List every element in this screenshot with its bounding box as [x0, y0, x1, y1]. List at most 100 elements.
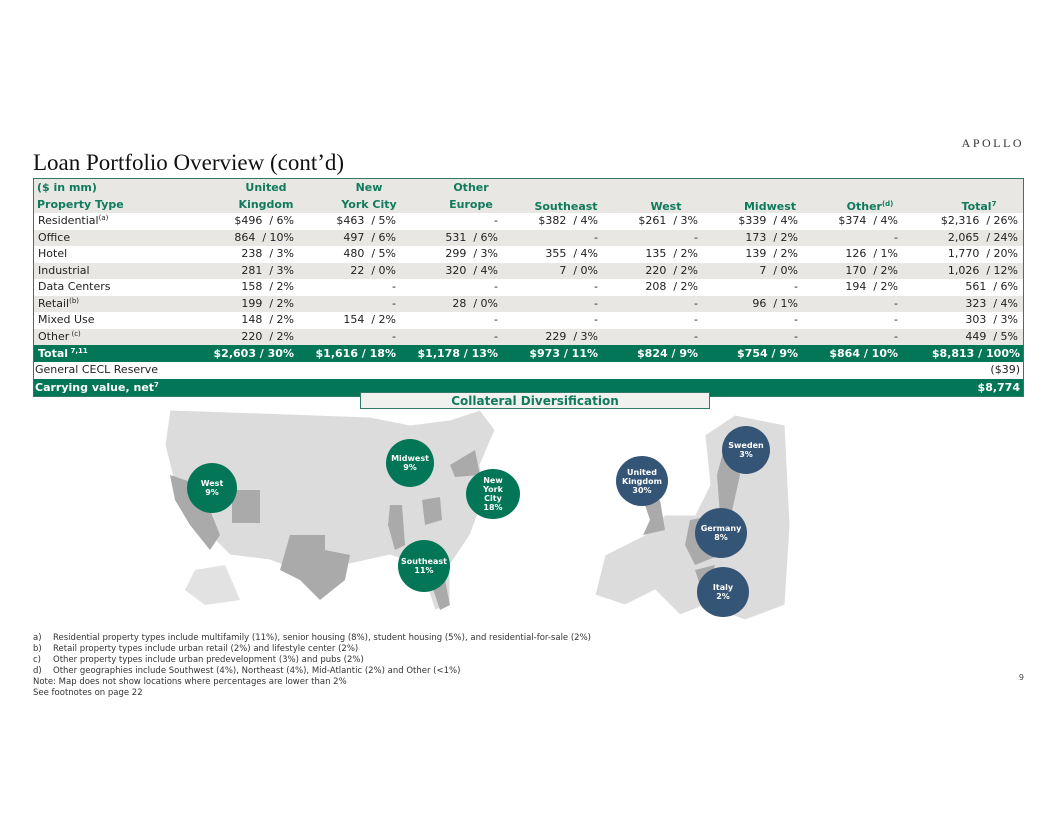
- footnote: a) Residential property types include mul…: [33, 633, 591, 643]
- cell-value: 139 / 2%: [745, 247, 798, 260]
- uk: [643, 500, 665, 535]
- bubble-germany: Germany 8%: [695, 508, 747, 558]
- cell-value: -: [694, 296, 698, 310]
- bubble-united-kingdom: United Kingdom 30%: [616, 456, 668, 506]
- see-footnotes: See footnotes on page 22: [33, 688, 143, 698]
- cell-value: 561 / 6%: [965, 280, 1018, 293]
- cell-value: -: [794, 313, 798, 326]
- footnote: c) Other property types include urban pre…: [33, 655, 364, 665]
- cell-value: $382 / 4%: [538, 214, 598, 227]
- table-row: Retail(b) 199 / 2% - 28 / 0% - - 96 / 1% - 323 /…: [34, 295, 1023, 312]
- cell-value: -: [794, 329, 798, 343]
- texas: [280, 535, 350, 600]
- cell-value: 96 / 1%: [752, 296, 798, 310]
- cell-value: 170 / 2%: [845, 263, 898, 277]
- bubble-midwest: Midwest 9%: [386, 439, 434, 487]
- total-value: $754 / 9%: [737, 347, 798, 360]
- row-label: Industrial: [38, 263, 90, 277]
- page-title: Loan Portfolio Overview (cont’d): [33, 150, 345, 175]
- cell-value: $261 / 3%: [638, 214, 698, 227]
- cell-value: 1,026 / 12%: [947, 263, 1018, 277]
- total-row: Total 7,11 $2,603 / 30% $1,616 / 18% $1,17…: [34, 345, 1023, 362]
- cell-value: 229 / 3%: [545, 329, 598, 343]
- loan-portfolio-table: ($ in mm) Property Type United Kingdom New…: [33, 178, 1024, 397]
- page-number: 9: [1018, 673, 1024, 682]
- total-value: $864 / 10%: [829, 347, 898, 360]
- bubble-west: West 9%: [187, 463, 237, 513]
- property-type-header: Property Type: [37, 198, 124, 211]
- new-york: [450, 450, 480, 477]
- column-header: West: [650, 200, 682, 213]
- cell-value: -: [392, 280, 396, 293]
- cell-value: 2,065 / 24%: [947, 230, 1018, 244]
- row-label: Hotel: [38, 247, 68, 260]
- column-header: Other(d): [846, 200, 894, 213]
- cell-value: 355 / 4%: [545, 247, 598, 260]
- table-row: Data Centers 158 / 2% - - - 208 / 2% - 194 / 2%…: [34, 279, 1023, 296]
- table-row: Office 864 / 10% 497 / 6% 531 / 6% - - 173 / 2…: [34, 229, 1023, 246]
- ohio: [422, 497, 442, 525]
- collateral-diversification-title: Collateral Diversification: [360, 392, 710, 409]
- cell-value: -: [594, 313, 598, 326]
- column-header-line1: Other: [453, 181, 489, 194]
- cell-value: $2,316 / 26%: [940, 214, 1018, 227]
- cell-value: 7 / 0%: [559, 263, 598, 277]
- cell-value: 1,770 / 20%: [947, 247, 1018, 260]
- total-value: $1,616 / 18%: [315, 347, 396, 360]
- cell-value: 135 / 2%: [645, 247, 698, 260]
- row-label: Retail(b): [38, 296, 79, 310]
- cell-value: 864 / 10%: [234, 230, 294, 244]
- cell-value: 199 / 2%: [241, 296, 294, 310]
- row-label: Data Centers: [38, 280, 111, 293]
- table-row: Other (c) 220 / 2% - - 229 / 3% - - - 449 / 5%: [34, 328, 1023, 345]
- total-value: $2,603 / 30%: [213, 347, 294, 360]
- cell-value: 497 / 6%: [343, 230, 396, 244]
- cell-value: 531 / 6%: [445, 230, 498, 244]
- cell-value: -: [794, 280, 798, 293]
- map-note: Note: Map does not show locations where …: [33, 677, 347, 687]
- cell-value: 323 / 4%: [965, 296, 1018, 310]
- cell-value: -: [894, 329, 898, 343]
- cell-value: -: [594, 296, 598, 310]
- cell-value: 28 / 0%: [452, 296, 498, 310]
- cell-value: 7 / 0%: [759, 263, 798, 277]
- cell-value: 449 / 5%: [965, 329, 1018, 343]
- cell-value: -: [494, 313, 498, 326]
- cecl-value: ($39): [990, 363, 1020, 376]
- utah: [232, 490, 260, 523]
- carrying-label: Carrying value, net7: [35, 380, 159, 394]
- cell-value: -: [594, 230, 598, 244]
- cell-value: 281 / 3%: [241, 263, 294, 277]
- cecl-label: General CECL Reserve: [35, 363, 158, 376]
- cell-value: 220 / 2%: [645, 263, 698, 277]
- row-label: Office: [38, 230, 71, 244]
- row-label: Mixed Use: [38, 313, 95, 326]
- column-header: Kingdom: [238, 198, 294, 211]
- cell-value: -: [894, 230, 898, 244]
- total-value: $8,813 / 100%: [931, 347, 1020, 360]
- cell-value: 299 / 3%: [445, 247, 498, 260]
- total-value: $1,178 / 13%: [417, 347, 498, 360]
- cell-value: -: [494, 214, 498, 227]
- table-row: Hotel 238 / 3% 480 / 5% 299 / 3% 355 / 4% 135…: [34, 246, 1023, 263]
- cell-value: -: [494, 280, 498, 293]
- cell-value: -: [894, 313, 898, 326]
- bubble-new-york-city: New York City 18%: [466, 469, 520, 519]
- cell-value: -: [494, 329, 498, 343]
- units-label: ($ in mm): [37, 181, 97, 194]
- total-value: $973 / 11%: [529, 347, 598, 360]
- cell-value: -: [694, 329, 698, 343]
- cell-value: -: [392, 296, 396, 310]
- bubble-italy: Italy 2%: [697, 567, 749, 617]
- cell-value: 148 / 2%: [241, 313, 294, 326]
- footnotes: a) Residential property types include mul…: [33, 633, 591, 699]
- illinois: [388, 505, 405, 550]
- cell-value: 303 / 3%: [965, 313, 1018, 326]
- cell-value: $463 / 5%: [336, 214, 396, 227]
- column-header: Southeast: [534, 200, 598, 213]
- apollo-logo: APOLLO: [961, 136, 1024, 150]
- table-header: ($ in mm) Property Type United Kingdom New…: [34, 179, 1023, 213]
- cell-value: $496 / 6%: [234, 214, 294, 227]
- column-header-line1: United: [245, 181, 287, 194]
- total-value: $824 / 9%: [637, 347, 698, 360]
